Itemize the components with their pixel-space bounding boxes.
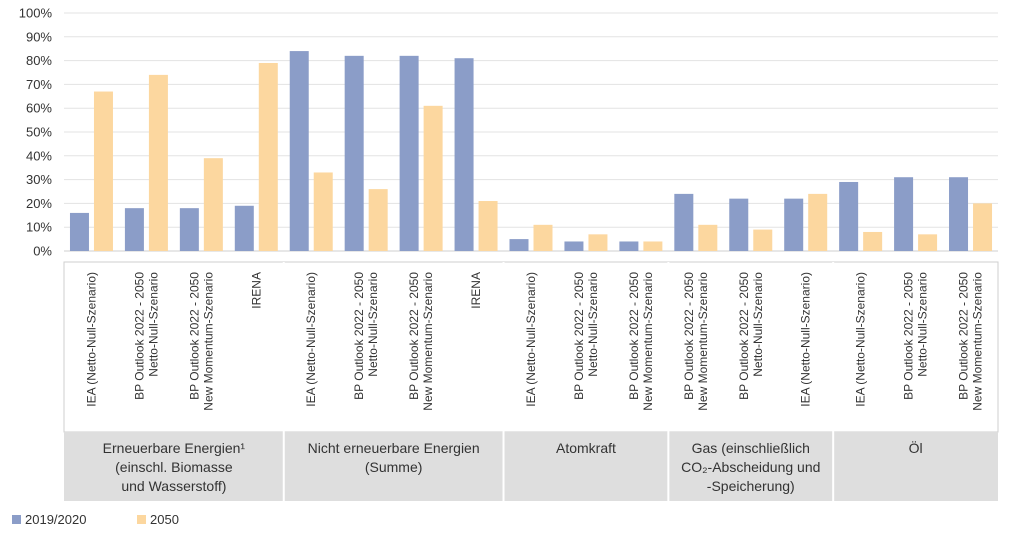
category-label: BP Outlook 2022 - 2050 (132, 272, 146, 400)
category-label-band (63, 261, 999, 433)
bar-2019-2020 (69, 212, 89, 251)
group-label: CO₂-Abscheidung und (681, 459, 820, 475)
category-label: BP Outlook 2022 - 2050 (627, 272, 641, 400)
category-label: BP Outlook 2022 - 2050 (407, 272, 421, 400)
bar-2019-2020 (289, 51, 309, 251)
group-label: Öl (909, 439, 923, 456)
y-tick-label: 50% (26, 125, 52, 140)
category-label: BP Outlook 2022 - 2050 (352, 272, 366, 400)
category-label: IEA (Netto-Null-Szenario) (854, 272, 868, 407)
y-tick-label: 20% (26, 196, 52, 211)
bar-2019-2020 (619, 241, 639, 251)
y-tick-label: 0% (33, 244, 52, 259)
category-label: New Momentum-Szenario (971, 272, 985, 411)
bar-2019-2020 (234, 205, 254, 251)
group-label-band (64, 432, 998, 501)
bar-2019-2020 (179, 208, 199, 251)
y-axis-ticks: 0% 10% 20% 30% 40% 50% 60% 70% 80% 90% 100% (19, 6, 53, 259)
y-tick-label: 10% (26, 220, 52, 235)
group-label: Atomkraft (556, 440, 616, 456)
bar-2050 (93, 91, 113, 251)
bar-2050 (698, 224, 718, 251)
category-label: IEA (Netto-Null-Szenario) (799, 272, 813, 407)
legend-label-2019: 2019/2020 (25, 512, 86, 527)
bar-2050 (808, 193, 828, 251)
category-label: BP Outlook 2022 - 2050 (902, 272, 916, 400)
category-label: BP Outlook 2022 - 2050 (957, 272, 971, 400)
y-tick-label: 60% (26, 101, 52, 116)
group-label: Gas (einschließlich (692, 440, 810, 456)
bar-2019-2020 (784, 198, 804, 251)
bar-2019-2020 (124, 208, 144, 251)
category-label: Netto-Null-Szenario (366, 272, 380, 377)
bar-2019-2020 (729, 198, 749, 251)
bar-2050 (918, 234, 938, 251)
category-label: Netto-Null-Szenario (916, 272, 930, 377)
category-label: BP Outlook 2022 - 2050 (572, 272, 586, 400)
group-label: Nicht erneuerbare Energien (308, 440, 480, 456)
category-label: BP Outlook 2022 - 2050 (187, 272, 201, 400)
bar-2050 (313, 172, 333, 251)
category-label: Netto-Null-Szenario (146, 272, 160, 377)
bar-2019-2020 (839, 181, 859, 251)
bar-2050 (753, 229, 773, 251)
y-tick-label: 70% (26, 77, 52, 92)
bar-2019-2020 (344, 55, 364, 252)
category-label: IRENA (469, 272, 483, 309)
category-label: IEA (Netto-Null-Szenario) (304, 272, 318, 407)
category-label: BP Outlook 2022 - 2050 (682, 272, 696, 400)
bar-2050 (643, 241, 663, 251)
bar-2019-2020 (454, 58, 474, 251)
bar-2050 (973, 203, 993, 251)
category-label: IRENA (249, 272, 263, 309)
bar-2019-2020 (949, 177, 969, 251)
category-label: Netto-Null-Szenario (751, 272, 765, 377)
category-label: IEA (Netto-Null-Szenario) (524, 272, 538, 407)
group-label: -Speicherung) (707, 478, 795, 494)
y-tick-label: 30% (26, 172, 52, 187)
legend-swatch-2019 (12, 515, 21, 524)
legend: 2019/2020 2050 (12, 512, 179, 527)
group-label: Erneuerbare Energien¹ (103, 440, 246, 456)
category-label: New Momentum-Szenario (641, 272, 655, 411)
bar-2050 (203, 158, 223, 251)
bar-2050 (863, 231, 883, 251)
category-label: New Momentum-Szenario (201, 272, 215, 411)
bar-2019-2020 (399, 55, 419, 252)
bar-2050 (368, 189, 388, 251)
bar-2019-2020 (894, 177, 914, 251)
bar-2050 (258, 62, 278, 252)
bar-2050 (588, 234, 608, 251)
y-tick-label: 100% (19, 6, 53, 21)
group-labels: Erneuerbare Energien¹ (einschl. Biomasse u… (64, 262, 998, 501)
category-label: New Momentum-Szenario (421, 272, 435, 411)
category-label: New Momentum-Szenario (696, 272, 710, 411)
bar-2019-2020 (509, 239, 529, 251)
bar-2019-2020 (564, 241, 584, 251)
bar-2050 (533, 224, 553, 251)
y-tick-label: 80% (26, 53, 52, 68)
category-label: IEA (Netto-Null-Szenario) (84, 272, 98, 407)
category-label: BP Outlook 2022 - 2050 (737, 272, 751, 400)
category-labels: IEA (Netto-Null-Szenario) BP Outlook 2022… (63, 261, 999, 433)
bar-2050 (148, 74, 168, 251)
bar-2050 (423, 105, 443, 251)
category-label: Netto-Null-Szenario (586, 272, 600, 377)
bar-2050 (478, 201, 498, 251)
bar-2019-2020 (674, 193, 694, 251)
bars (69, 51, 993, 252)
y-tick-label: 40% (26, 148, 52, 163)
legend-label-2050: 2050 (150, 512, 179, 527)
legend-swatch-2050 (137, 515, 146, 524)
y-tick-label: 90% (26, 29, 52, 44)
group-label: und Wasserstoff) (121, 478, 226, 494)
group-label: (einschl. Biomasse (115, 459, 233, 475)
group-label: (Summe) (365, 459, 423, 475)
